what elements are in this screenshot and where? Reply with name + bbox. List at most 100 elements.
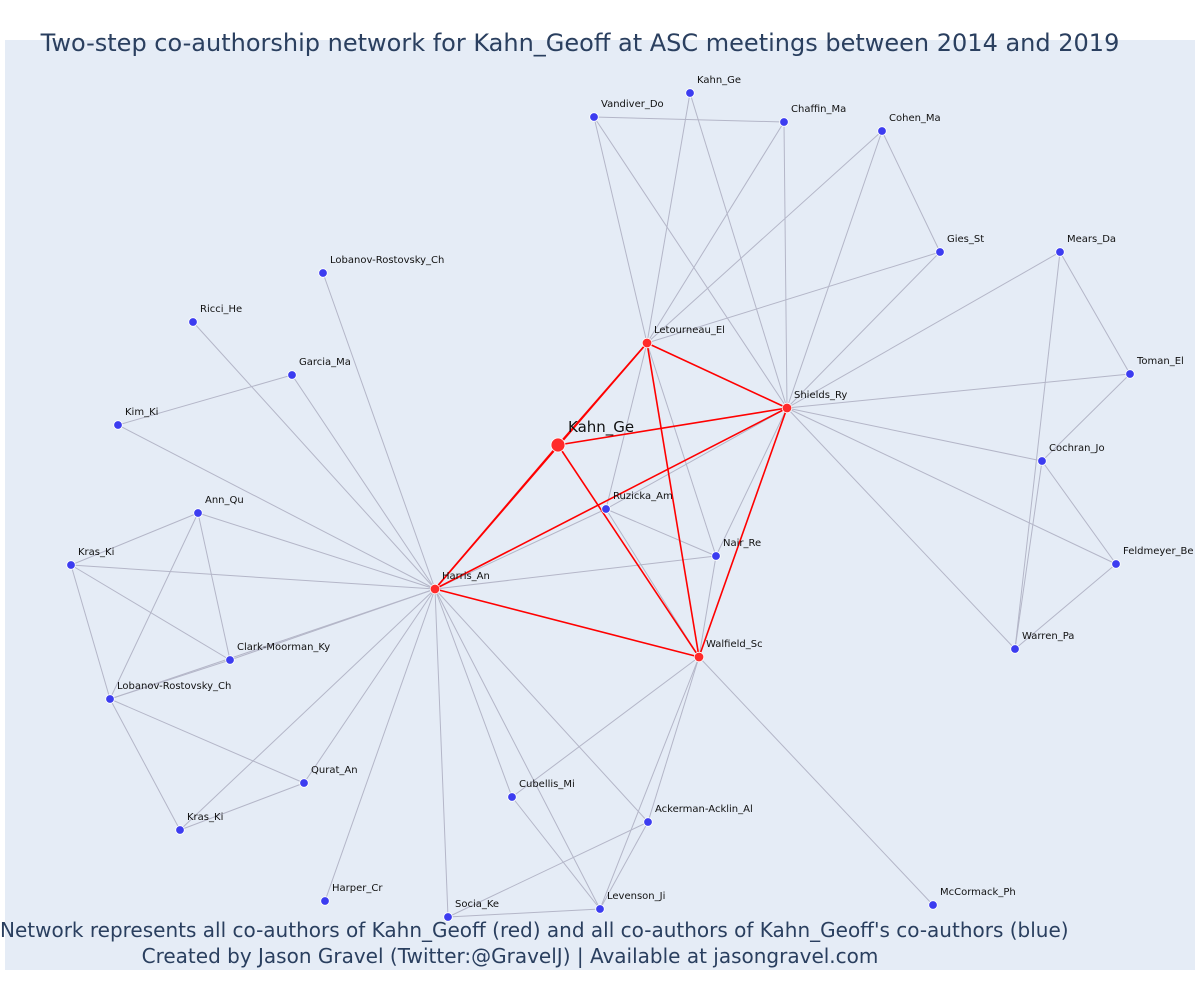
node-kahn_ge2[interactable] [685,88,695,98]
edge-indirect-annqu-clark [197,512,231,661]
node-label-socia: Socia_Ke [455,899,499,910]
node-label-cohen: Cohen_Ma [889,113,941,124]
node-chaffin[interactable] [779,117,789,127]
edge-indirect-shields-nair [715,407,788,557]
node-kras1[interactable] [66,560,76,570]
node-ruzicka[interactable] [601,504,611,514]
node-cohen[interactable] [877,126,887,136]
edge-indirect-cochran-feldmeyer [1041,460,1117,565]
node-letourneau[interactable] [641,337,653,349]
node-cochran[interactable] [1037,456,1047,466]
footer-caption: Network represents all co-authors of Kah… [0,918,1069,942]
edge-indirect-shields-vandiver [593,116,788,409]
node-harper[interactable] [320,896,330,906]
node-label-walfield: Walfield_Sc [706,639,763,650]
edge-direct-shields-harris [434,407,788,590]
footer-credit: Created by Jason Gravel (Twitter:@Gravel… [141,944,879,968]
node-label-cubellis: Cubellis_Mi [519,779,575,790]
node-label-ricci: Ricci_He [200,304,242,315]
node-cubellis[interactable] [507,792,517,802]
edge-indirect-shields-toman [786,373,1131,409]
node-label-lobrost2: Lobanov-Rostovsky_Ch [117,681,231,692]
node-lobrost1[interactable] [318,268,328,278]
node-warren[interactable] [1010,644,1020,654]
edge-indirect-shields-mears [786,251,1061,409]
node-vandiver[interactable] [589,112,599,122]
edge-indirect-ackerman-levenson [599,821,649,910]
edge-indirect-walfield-mccormack [698,656,934,906]
node-label-kras2: Kras_Ki [187,812,223,823]
edge-indirect-letourneau-cohen [646,130,883,344]
node-toman[interactable] [1125,369,1135,379]
edge-indirect-harris-cubellis [434,588,513,798]
node-annqu[interactable] [193,508,203,518]
edge-indirect-walfield-levenson [599,656,700,910]
edge-indirect-harris-ruzicka [434,508,607,590]
node-kras2[interactable] [175,825,185,835]
node-levenson[interactable] [595,904,605,914]
edge-indirect-cochran-warren [1014,460,1043,650]
edge-indirect-annqu-lobrost2 [109,512,199,700]
node-shields[interactable] [781,402,793,414]
edge-indirect-harris-levenson [434,588,601,910]
edge-indirect-harris-ricci [192,321,436,590]
node-label-cochran: Cochran_Jo [1049,443,1105,454]
node-lobrost2[interactable] [105,694,115,704]
node-label-qurat: Qurat_An [311,765,358,776]
node-gies[interactable] [935,247,945,257]
edge-indirect-harris-kim [117,424,436,590]
node-mccormack[interactable] [928,900,938,910]
node-socia[interactable] [443,912,453,922]
node-label-clark: Clark-Moorman_Ky [237,642,330,653]
node-label-chaffin: Chaffin_Ma [791,104,846,115]
node-labels: Kahn_Ge Letourneau_El Shields_Ry Harris_An W… [78,75,1194,910]
direct-edges [434,342,788,658]
node-label-levenson: Levenson_Ji [607,891,665,902]
edge-indirect-kras1-clark [70,564,231,661]
edge-indirect-letourneau-ruzicka [605,342,648,510]
node-label-kahn_ge2: Kahn_Ge [697,75,741,86]
node-label-garcia: Garcia_Ma [299,357,351,368]
node-qurat[interactable] [299,778,309,788]
node-walfield[interactable] [693,651,705,663]
edge-indirect-lobrost2-qurat [109,698,305,784]
edge-direct-harris-walfield [434,588,700,658]
node-label-kim: Kim_Ki [125,407,158,418]
edge-indirect-harris-kras1 [70,564,436,590]
node-harris[interactable] [429,583,441,595]
edge-indirect-kim-garcia [117,374,293,426]
edge-indirect-ruzicka-nair [605,508,717,557]
edge-indirect-shields-chaffin [783,121,788,409]
node-ricci[interactable] [188,317,198,327]
edge-indirect-harris-kras2 [179,588,436,831]
edge-indirect-shields-kahn_ge2 [689,92,788,409]
edge-indirect-letourneau-gies [646,251,941,344]
node-label-nair: Nair_Re [723,538,761,549]
edge-indirect-annqu-kras1 [70,512,199,566]
edge-indirect-shields-cohen [786,130,883,409]
node-feldmeyer[interactable] [1111,559,1121,569]
node-garcia[interactable] [287,370,297,380]
node-label-vandiver: Vandiver_Do [601,99,664,110]
node-kim[interactable] [113,420,123,430]
edge-direct-letourneau-walfield [646,342,700,658]
edge-indirect-harris-qurat [303,588,436,784]
edge-direct-shields-walfield [698,407,788,658]
edge-indirect-vandiver-chaffin [593,116,785,123]
node-kahn_focus[interactable] [550,437,566,453]
node-label-warren: Warren_Pa [1022,631,1074,642]
edge-indirect-walfield-ackerman [647,656,700,823]
edge-indirect-letourneau-nair [646,342,717,557]
edge-indirect-feldmeyer-warren [1014,563,1117,650]
node-nair[interactable] [711,551,721,561]
node-label-ackerman: Ackerman-Acklin_Al [655,804,753,815]
node-label-annqu: Ann_Qu [205,495,244,506]
edge-indirect-harris-annqu [197,512,436,590]
edge-indirect-shields-gies [786,251,941,409]
node-ackerman[interactable] [643,817,653,827]
node-label-kras1: Kras_Ki [78,547,114,558]
node-clark[interactable] [225,655,235,665]
node-mears[interactable] [1055,247,1065,257]
node-label-mccormack: McCormack_Ph [940,887,1016,898]
